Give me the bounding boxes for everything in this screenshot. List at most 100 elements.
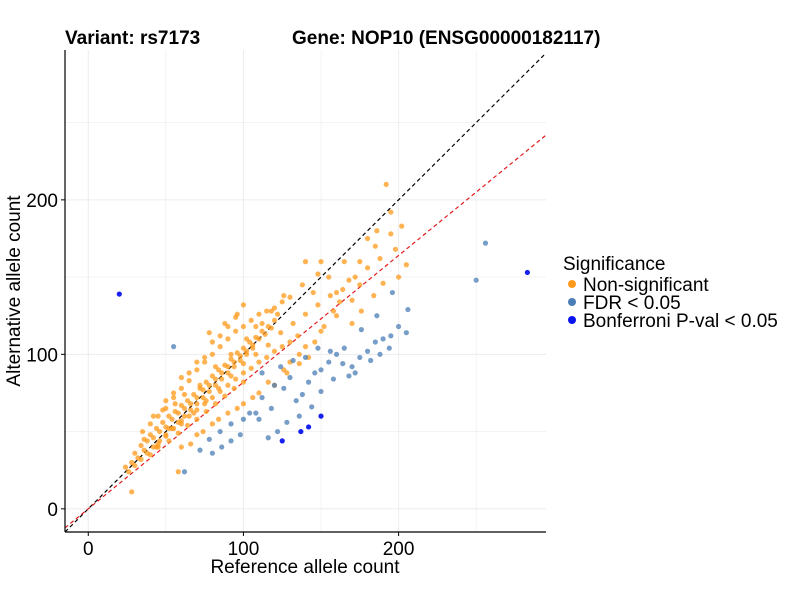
data-point-1-50 <box>278 364 284 370</box>
data-point-0-54 <box>171 394 177 401</box>
data-point-1-53 <box>315 345 321 351</box>
data-point-0-178 <box>243 351 250 357</box>
data-point-0-61 <box>225 336 231 342</box>
data-point-0-153 <box>234 311 240 317</box>
data-point-1-32 <box>389 289 395 296</box>
data-point-1-36 <box>330 376 337 382</box>
data-point-0-132 <box>388 231 394 237</box>
y-tick-labels: 0 100 200 <box>26 191 65 521</box>
data-point-0-190 <box>150 413 157 419</box>
data-point-1-26 <box>388 333 394 339</box>
data-point-0-162 <box>144 450 150 456</box>
data-point-0-32 <box>219 370 225 376</box>
y-tick-label-0: 0 <box>47 500 58 521</box>
data-point-0-49 <box>271 317 278 323</box>
data-point-0-66 <box>264 308 270 314</box>
data-point-0-217 <box>388 209 394 215</box>
data-point-0-219 <box>302 259 309 265</box>
data-point-1-25 <box>380 336 386 342</box>
data-point-0-155 <box>268 308 274 314</box>
data-point-1-14 <box>299 391 305 398</box>
data-point-0-133 <box>399 223 405 229</box>
data-point-0-95 <box>203 408 209 415</box>
data-point-0-185 <box>256 390 262 396</box>
data-point-0-6 <box>138 442 144 449</box>
data-point-0-167 <box>175 419 181 425</box>
grid-lines <box>65 50 546 532</box>
data-point-0-204 <box>234 405 240 412</box>
chart-title-gene: Gene: NOP10 (ENSG00000182117) <box>292 28 600 49</box>
data-point-1-57 <box>368 357 374 364</box>
data-point-1-1 <box>181 469 188 475</box>
data-point-2-0 <box>116 291 122 297</box>
data-point-0-144 <box>194 359 200 365</box>
x-tick-labels: 0 100 200 <box>83 532 414 560</box>
data-point-1-44 <box>247 410 253 416</box>
data-point-0-125 <box>310 289 316 296</box>
data-point-0-100 <box>141 436 147 442</box>
data-point-0-199 <box>274 311 281 317</box>
data-point-1-9 <box>268 405 274 412</box>
data-point-0-215 <box>371 293 377 299</box>
data-point-1-21 <box>349 364 355 370</box>
data-point-2-2 <box>279 438 285 444</box>
data-point-0-211 <box>330 308 337 314</box>
data-point-0-30 <box>212 376 219 382</box>
data-point-1-59 <box>386 345 392 351</box>
data-point-0-198 <box>259 320 265 327</box>
data-point-0-214 <box>358 308 364 314</box>
data-point-0-140 <box>163 398 169 404</box>
data-point-0-156 <box>281 293 287 299</box>
data-point-1-39 <box>296 413 302 419</box>
data-point-1-6 <box>240 416 247 422</box>
data-point-0-177 <box>237 357 243 364</box>
data-point-1-48 <box>209 450 216 456</box>
data-point-1-28 <box>403 330 409 336</box>
data-point-1-47 <box>219 444 225 450</box>
data-point-1-40 <box>284 419 290 425</box>
legend-swatch-1 <box>568 298 576 306</box>
data-point-1-30 <box>473 277 479 283</box>
data-point-1-7 <box>253 410 259 416</box>
data-point-0-99 <box>240 379 247 385</box>
data-point-0-202 <box>200 428 206 435</box>
data-point-0-82 <box>240 370 247 376</box>
data-point-0-173 <box>212 382 219 388</box>
data-point-0-172 <box>206 388 212 395</box>
data-point-0-112 <box>290 320 296 327</box>
data-point-1-38 <box>309 404 315 410</box>
data-point-0-65 <box>256 311 262 317</box>
data-point-2-5 <box>318 413 324 419</box>
data-point-2-4 <box>306 424 312 430</box>
legend-title: Significance <box>563 254 665 275</box>
data-point-1-49 <box>259 370 265 376</box>
data-point-0-113 <box>302 311 309 317</box>
data-point-0-184 <box>240 401 247 407</box>
data-point-1-19 <box>333 351 340 357</box>
x-tick-label-2: 200 <box>383 539 415 560</box>
data-points <box>116 181 530 495</box>
data-point-0-12 <box>157 428 163 435</box>
data-point-1-15 <box>306 379 312 385</box>
x-tick-label-0: 0 <box>83 539 94 560</box>
data-point-0-36 <box>231 359 237 365</box>
data-point-0-169 <box>188 407 194 413</box>
data-point-0-18 <box>175 410 181 416</box>
axes <box>64 50 546 533</box>
data-point-0-1 <box>126 469 132 475</box>
data-point-0-137 <box>357 259 363 265</box>
data-point-0-83 <box>248 365 254 371</box>
data-point-0-22 <box>188 401 194 407</box>
data-point-0-188 <box>296 361 302 367</box>
data-point-0-206 <box>265 379 271 385</box>
data-point-0-122 <box>318 328 324 334</box>
data-point-0-68 <box>279 299 285 305</box>
data-point-1-56 <box>352 370 358 376</box>
data-point-1-18 <box>326 359 332 365</box>
data-point-0-165 <box>163 432 169 438</box>
data-point-0-154 <box>253 323 259 330</box>
data-point-0-126 <box>326 274 332 280</box>
data-point-1-4 <box>217 428 223 435</box>
data-point-0-20 <box>181 405 188 412</box>
